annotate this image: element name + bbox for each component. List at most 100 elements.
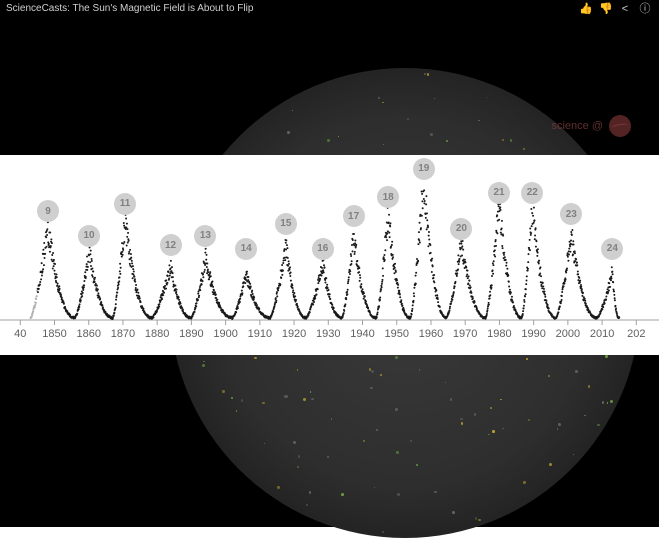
nasa-logo-icon	[609, 115, 631, 137]
sun-speck	[363, 440, 365, 442]
sun-speck	[254, 357, 256, 359]
x-tick-label: 1920	[282, 328, 306, 340]
sun-speck	[311, 398, 313, 400]
sun-speck	[500, 399, 502, 401]
x-tick-label: 2000	[556, 328, 580, 340]
sun-speck	[241, 399, 243, 401]
sun-speck	[231, 397, 233, 399]
sun-speck	[293, 441, 296, 444]
sun-speck	[338, 136, 339, 137]
sun-speck	[376, 429, 378, 431]
sun-speck	[424, 73, 426, 75]
x-tick-label: 1930	[316, 328, 340, 340]
sun-speck	[549, 463, 552, 466]
sun-speck	[382, 102, 384, 104]
sun-speck	[588, 385, 591, 388]
x-tick-label: 1860	[76, 328, 100, 340]
sun-speck	[502, 139, 505, 142]
info-icon[interactable]: ⓘ	[639, 0, 651, 18]
sun-speck	[306, 504, 308, 506]
sun-speck	[287, 131, 290, 134]
sun-speck	[605, 355, 608, 358]
sun-speck	[460, 418, 462, 420]
sun-speck	[327, 456, 329, 458]
x-tick-label: 1990	[521, 328, 545, 340]
brand-text: science @	[551, 120, 603, 132]
sun-speck	[397, 493, 400, 496]
sun-speck	[382, 531, 384, 533]
video-title: ScienceCasts: The Sun's Magnetic Field i…	[6, 0, 253, 18]
sun-speck	[461, 422, 464, 425]
x-tick-label: 1970	[453, 328, 477, 340]
sun-speck	[369, 368, 371, 370]
sun-speck	[523, 481, 526, 484]
sun-speck	[573, 454, 575, 456]
nasa-brand: science @	[551, 115, 631, 137]
cycle-number-badge: 9	[37, 200, 59, 222]
sun-speck	[416, 464, 418, 466]
x-tick-label: 1960	[419, 328, 443, 340]
cycle-number-badge: 15	[275, 213, 297, 235]
sun-speck	[445, 382, 446, 383]
like-icon[interactable]: 👍	[579, 0, 591, 18]
sun-speck	[510, 139, 513, 142]
sun-speck	[203, 361, 204, 362]
x-tick-label: 1910	[248, 328, 272, 340]
sun-speck	[341, 493, 344, 496]
sun-speck	[309, 491, 312, 494]
sun-speck	[502, 428, 503, 429]
sun-speck	[434, 98, 435, 99]
sun-speck	[297, 369, 298, 370]
sun-speck	[292, 110, 293, 111]
sun-speck	[236, 410, 238, 412]
sun-speck	[396, 451, 398, 453]
sun-speck	[277, 486, 279, 488]
dislike-icon[interactable]: 👎	[599, 0, 611, 18]
cycle-number-badge: 10	[78, 225, 100, 247]
sun-speck	[395, 356, 398, 359]
sun-speck	[478, 519, 481, 522]
sun-speck	[607, 402, 608, 403]
sun-speck	[383, 144, 384, 145]
sun-speck	[526, 358, 528, 360]
sunspot-chart: 4018501860187018801890190019101920193019…	[0, 155, 659, 355]
x-tick-label: 1950	[384, 328, 408, 340]
cycle-number-badge: 22	[521, 182, 543, 204]
cycle-number-badge: 12	[160, 234, 182, 256]
sun-speck	[378, 97, 380, 99]
x-tick-label: 1880	[145, 328, 169, 340]
cycle-number-badge: 19	[413, 158, 435, 180]
sun-speck	[610, 400, 613, 403]
sun-speck	[297, 466, 299, 468]
sun-speck	[310, 391, 312, 393]
sun-speck	[262, 402, 264, 404]
sun-speck	[446, 140, 448, 142]
sun-speck	[202, 364, 205, 367]
sun-speck	[478, 120, 480, 122]
sun-speck	[450, 398, 453, 401]
sun-speck	[523, 148, 525, 150]
x-tick-label: 1900	[213, 328, 237, 340]
x-tick-label: 1980	[487, 328, 511, 340]
cycle-number-badge: 16	[312, 238, 334, 260]
x-tick-label: 40	[14, 328, 26, 340]
x-tick-label: 1850	[42, 328, 66, 340]
share-icon[interactable]: <	[619, 0, 631, 18]
x-tick-label: 1870	[111, 328, 135, 340]
cycle-number-badge: 21	[488, 182, 510, 204]
cycle-number-badge: 14	[235, 238, 257, 260]
sun-speck	[602, 401, 604, 403]
sun-speck	[331, 418, 333, 420]
sun-speck	[475, 517, 477, 519]
sun-speck	[597, 424, 599, 426]
cycle-number-badge: 18	[377, 186, 399, 208]
sun-speck	[474, 413, 476, 415]
sun-speck	[427, 73, 430, 76]
sun-speck	[558, 423, 561, 426]
sun-speck	[430, 133, 433, 136]
sun-speck	[488, 434, 490, 436]
sun-speck	[584, 415, 586, 417]
x-tick-label: 2010	[590, 328, 614, 340]
cycle-number-badge: 24	[601, 238, 623, 260]
sun-speck	[370, 387, 372, 389]
